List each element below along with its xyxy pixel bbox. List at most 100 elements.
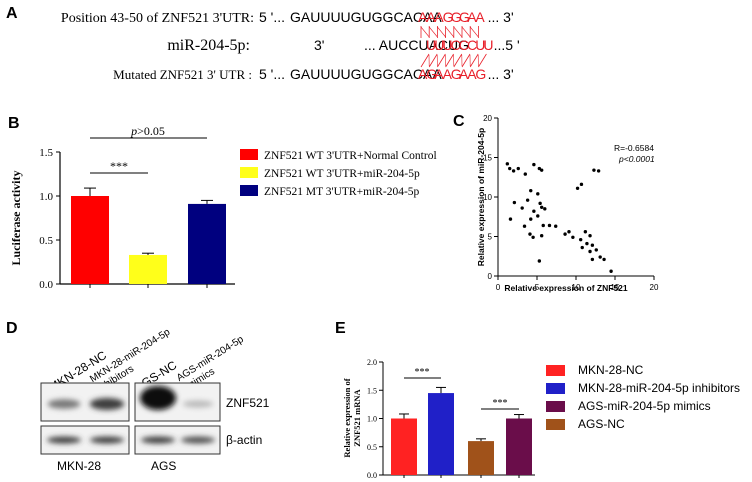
legend-label-1: MKN-28-miR-204-5p inhibitors	[578, 381, 740, 395]
scatter-point	[596, 169, 601, 173]
x-tick-label: 15	[611, 283, 620, 292]
sequence-match-letter: A	[426, 9, 436, 25]
scatter-point	[537, 259, 542, 263]
bar-0	[71, 196, 109, 284]
scatter-point	[543, 207, 547, 211]
significance-stars: ***	[415, 367, 430, 378]
scatter-point	[539, 234, 544, 238]
panel-c-letter: C	[453, 113, 465, 130]
pairing-line-bottom	[437, 53, 446, 68]
scatter-point	[539, 168, 544, 172]
panel-a-sequences: Position 43-50 of ZNF521 3'UTR: 5 '... GAU…	[61, 9, 520, 82]
sequence-black-2: GAUUUUGUGGCACAA	[290, 66, 442, 82]
actin-band-3	[181, 436, 215, 444]
sequence-match-letter: A	[418, 9, 428, 25]
scatter-point	[602, 257, 606, 262]
y-tick-label: 2.0	[367, 358, 377, 367]
legend-label-3: AGS-NC	[578, 417, 625, 431]
correlation-r: R=-0.6584	[614, 143, 654, 153]
scatter-point	[541, 223, 545, 228]
pairing-line-bottom	[445, 53, 454, 68]
scatter-point	[516, 166, 520, 171]
sequence-match-letter: G	[451, 66, 462, 82]
znf521-band-0	[47, 399, 81, 409]
pairing-diag-top	[445, 26, 455, 38]
legend-label-2: AGS-miR-204-5p mimics	[578, 399, 711, 413]
legend-swatch-2	[240, 185, 258, 196]
actin-band-2	[141, 436, 175, 444]
scatter-point	[563, 232, 567, 236]
sequence-suffix-1: ...5 '	[494, 37, 520, 53]
sequence-black-0: GAUUUUGUGGCACAA	[290, 9, 442, 25]
sequence-match-letter: A	[459, 66, 469, 82]
sequence-match-letter: G	[426, 66, 437, 82]
sequence-match-letter: A	[434, 9, 444, 25]
sequence-prefix-1: 3'	[314, 37, 324, 53]
scatter-point	[547, 223, 552, 228]
sequence-match-letter: A	[467, 66, 477, 82]
sequence-match-letter: A	[475, 9, 485, 25]
y-tick-label: 5	[488, 233, 493, 242]
scatter-point	[554, 224, 558, 228]
sequence-match-letter: A	[467, 9, 477, 25]
scatter-point	[588, 234, 592, 238]
scatter-point	[536, 192, 540, 196]
legend-swatch-0	[546, 365, 565, 376]
sequence-match-letter: G	[459, 9, 470, 25]
y-axis-label: Luciferase activity	[9, 171, 23, 266]
scatter-point	[583, 230, 588, 234]
pairing-line-bottom	[469, 53, 479, 68]
bar-3	[506, 418, 532, 475]
scatter-point	[575, 186, 580, 191]
scatter-point	[505, 162, 510, 166]
actin-band-0	[47, 436, 81, 444]
sequence-suffix-2: ... 3'	[488, 66, 514, 82]
scatter-point	[528, 232, 532, 236]
bar-1	[428, 393, 454, 475]
scatter-point	[523, 172, 527, 176]
group-label-ags: AGS	[151, 459, 176, 473]
protein-label-actin: β-actin	[226, 433, 262, 447]
legend-label-2: ZNF521 MT 3'UTR+miR-204-5p	[264, 186, 420, 198]
sequence-match-letter: U	[442, 37, 452, 53]
y-tick-label: 1.5	[367, 386, 377, 395]
pairing-line-bottom	[420, 53, 430, 68]
scatter-point	[529, 217, 533, 221]
scatter-point	[511, 169, 516, 173]
panel-e-chart: 0.0 0.5 1.0 1.5 2.0 Relative expression ofZNF…	[342, 358, 740, 480]
scatter-point	[578, 237, 583, 242]
y-tick-label: 1.5	[39, 147, 53, 159]
znf521-band-3	[182, 400, 214, 408]
sequence-label-2: Mutated ZNF521 3' UTR :	[113, 67, 252, 82]
legend-label-1: ZNF521 WT 3'UTR+miR-204-5p	[264, 168, 420, 180]
scatter-point	[594, 248, 598, 252]
y-tick-label: 0	[488, 272, 493, 281]
legend-label-0: ZNF521 WT 3'UTR+Normal Control	[264, 150, 437, 162]
bar-2	[188, 203, 226, 284]
y-tick-label: 1.0	[39, 191, 53, 203]
bar-1	[129, 254, 167, 284]
scatter-point	[538, 201, 542, 206]
bar-2	[468, 441, 494, 475]
sequence-match-letter: A	[434, 66, 444, 82]
scatter-point	[532, 162, 536, 167]
scatter-point	[539, 205, 544, 209]
y-tick-label: 10	[483, 193, 492, 202]
pairing-diag-top	[437, 26, 446, 38]
scatter-point	[512, 200, 517, 205]
pairing-line-bottom	[428, 53, 438, 68]
sequence-match-letter: A	[443, 66, 453, 82]
sequence-match-letter: G	[443, 9, 454, 25]
actin-band-1	[90, 436, 124, 444]
sequence-match-letter: G	[451, 9, 462, 25]
pairing-diag-top	[428, 26, 438, 38]
pairing-line-bottom	[478, 53, 487, 68]
legend-swatch-2	[546, 401, 565, 412]
scatter-point	[522, 224, 527, 228]
pairing-line-bottom	[453, 53, 463, 68]
sequence-black-1: ... AUCCUACUG	[364, 37, 469, 53]
sequence-match-letter: C	[459, 37, 469, 53]
y-tick-label: 1.0	[367, 415, 377, 424]
scatter-point	[536, 214, 540, 218]
